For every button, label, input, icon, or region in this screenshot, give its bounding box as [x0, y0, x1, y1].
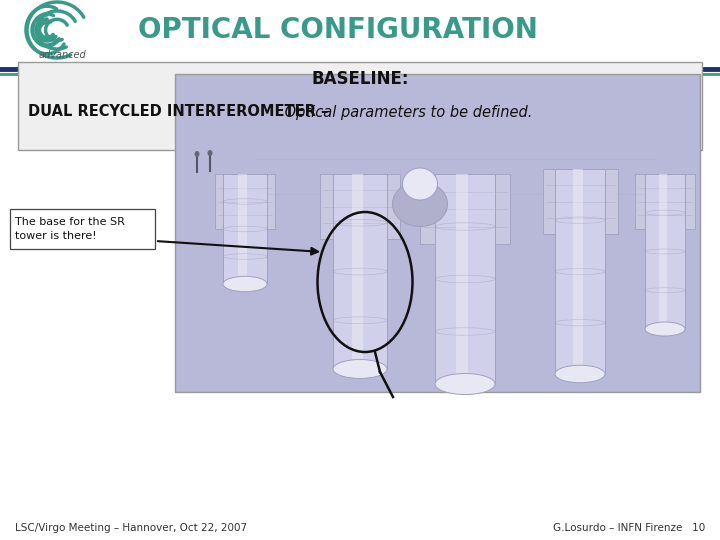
Bar	[435, 174, 495, 384]
Text: Optical parameters to be defined.: Optical parameters to be defined.	[280, 105, 532, 119]
Bar	[635, 174, 695, 229]
Bar	[223, 174, 267, 284]
Bar	[320, 174, 400, 239]
Ellipse shape	[435, 374, 495, 395]
Ellipse shape	[555, 365, 605, 383]
Bar	[555, 169, 605, 374]
Bar	[215, 174, 275, 229]
Ellipse shape	[645, 322, 685, 336]
Text: The base for the SR
tower is there!: The base for the SR tower is there!	[15, 218, 125, 241]
Bar	[542, 169, 618, 234]
Text: DUAL RECYCLED INTERFEROMETER –: DUAL RECYCLED INTERFEROMETER –	[28, 105, 328, 119]
Bar	[645, 174, 685, 329]
Bar	[18, 62, 702, 150]
Ellipse shape	[207, 150, 212, 156]
Text: advanced: advanced	[38, 50, 86, 60]
Ellipse shape	[333, 360, 387, 379]
Ellipse shape	[194, 151, 199, 157]
Text: G.Losurdo – INFN Firenze   10: G.Losurdo – INFN Firenze 10	[553, 523, 705, 533]
Bar	[352, 174, 363, 369]
Bar	[333, 174, 387, 369]
Bar	[420, 174, 510, 244]
Bar	[659, 174, 667, 329]
Ellipse shape	[402, 168, 438, 200]
Text: LSC/Virgo Meeting – Hannover, Oct 22, 2007: LSC/Virgo Meeting – Hannover, Oct 22, 20…	[15, 523, 247, 533]
Bar	[572, 169, 582, 374]
Bar	[238, 174, 247, 284]
Bar	[10, 209, 155, 249]
Ellipse shape	[223, 276, 267, 292]
Bar	[456, 174, 468, 384]
Text: BASELINE:: BASELINE:	[311, 70, 409, 88]
Ellipse shape	[392, 181, 448, 226]
Bar	[0, 0, 720, 68]
Bar	[175, 74, 700, 392]
Text: OPTICAL CONFIGURATION: OPTICAL CONFIGURATION	[138, 16, 538, 44]
